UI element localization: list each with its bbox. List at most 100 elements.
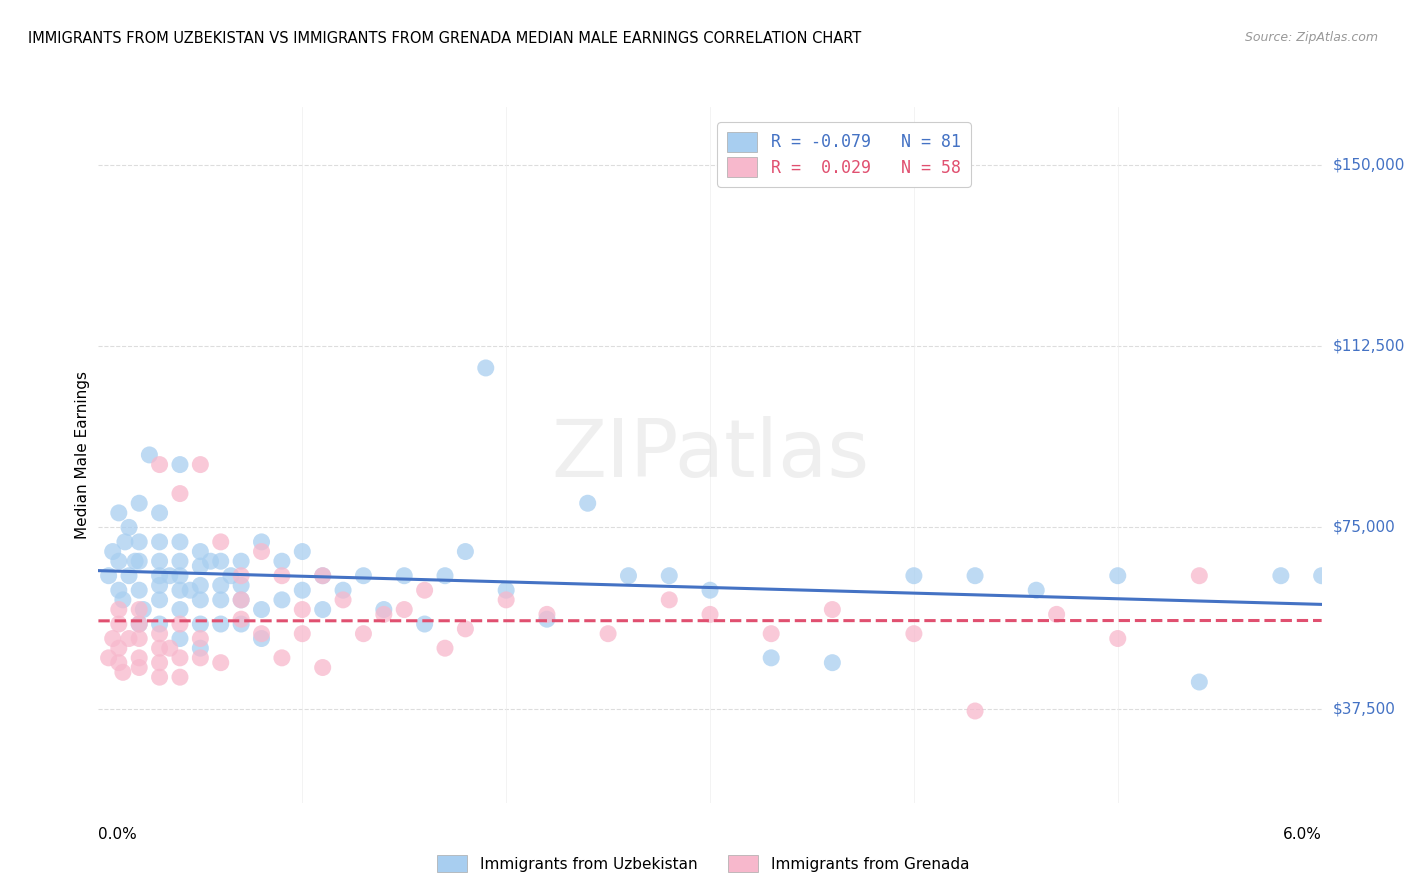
Point	[1045, 607, 1069, 622]
Point	[291, 544, 314, 558]
Point	[392, 568, 416, 582]
Point	[169, 617, 191, 632]
Point	[250, 626, 273, 640]
Point	[209, 578, 232, 592]
Point	[124, 554, 146, 568]
Point	[128, 602, 150, 616]
Point	[188, 632, 212, 646]
Point	[250, 534, 273, 549]
Point	[209, 554, 232, 568]
Point	[108, 656, 131, 670]
Point	[332, 583, 354, 598]
Point	[1310, 568, 1333, 582]
Point	[495, 592, 517, 607]
Point	[963, 704, 986, 718]
Point	[138, 448, 160, 462]
Point	[169, 670, 191, 684]
Point	[413, 583, 436, 598]
Point	[188, 617, 212, 632]
Point	[149, 670, 172, 684]
Point	[352, 568, 374, 582]
Point	[188, 592, 212, 607]
Point	[903, 626, 925, 640]
Point	[169, 554, 191, 568]
Text: $37,500: $37,500	[1333, 701, 1396, 716]
Point	[373, 607, 395, 622]
Point	[128, 534, 150, 549]
Point	[149, 626, 172, 640]
Legend: R = -0.079   N = 81, R =  0.029   N = 58: R = -0.079 N = 81, R = 0.029 N = 58	[717, 122, 970, 186]
Point	[169, 602, 191, 616]
Point	[108, 617, 131, 632]
Point	[149, 534, 172, 549]
Point	[821, 656, 844, 670]
Point	[219, 568, 242, 582]
Point	[1270, 568, 1292, 582]
Point	[903, 568, 925, 582]
Point	[209, 617, 232, 632]
Point	[231, 612, 253, 626]
Point	[111, 592, 134, 607]
Point	[209, 656, 232, 670]
Point	[761, 651, 783, 665]
Point	[209, 534, 232, 549]
Point	[149, 554, 172, 568]
Point	[118, 632, 141, 646]
Point	[311, 568, 335, 582]
Point	[169, 458, 191, 472]
Point	[169, 534, 191, 549]
Point	[352, 626, 374, 640]
Point	[231, 592, 253, 607]
Point	[311, 602, 335, 616]
Point	[169, 486, 191, 500]
Point	[101, 632, 124, 646]
Text: Source: ZipAtlas.com: Source: ZipAtlas.com	[1244, 31, 1378, 45]
Text: 6.0%: 6.0%	[1282, 827, 1322, 841]
Point	[311, 660, 335, 674]
Y-axis label: Median Male Earnings: Median Male Earnings	[75, 371, 90, 539]
Point	[270, 592, 292, 607]
Point	[1025, 583, 1047, 598]
Point	[270, 651, 292, 665]
Point	[108, 602, 131, 616]
Point	[291, 602, 314, 616]
Text: IMMIGRANTS FROM UZBEKISTAN VS IMMIGRANTS FROM GRENADA MEDIAN MALE EARNINGS CORRE: IMMIGRANTS FROM UZBEKISTAN VS IMMIGRANTS…	[28, 31, 862, 46]
Point	[149, 578, 172, 592]
Point	[1188, 568, 1211, 582]
Point	[821, 602, 844, 616]
Point	[250, 632, 273, 646]
Point	[169, 632, 191, 646]
Point	[97, 651, 120, 665]
Point	[188, 458, 212, 472]
Point	[392, 602, 416, 616]
Point	[291, 626, 314, 640]
Point	[433, 641, 456, 656]
Point	[454, 544, 477, 558]
Point	[97, 568, 120, 582]
Point	[149, 592, 172, 607]
Point	[118, 568, 141, 582]
Point	[188, 641, 212, 656]
Point	[128, 651, 150, 665]
Point	[128, 617, 150, 632]
Point	[128, 554, 150, 568]
Point	[149, 506, 172, 520]
Legend: Immigrants from Uzbekistan, Immigrants from Grenada: Immigrants from Uzbekistan, Immigrants f…	[429, 847, 977, 880]
Point	[332, 592, 354, 607]
Point	[118, 520, 141, 534]
Point	[433, 568, 456, 582]
Point	[658, 568, 681, 582]
Point	[108, 554, 131, 568]
Point	[128, 496, 150, 510]
Point	[617, 568, 640, 582]
Point	[169, 583, 191, 598]
Point	[495, 583, 517, 598]
Point	[188, 651, 212, 665]
Point	[658, 592, 681, 607]
Point	[149, 568, 172, 582]
Point	[149, 458, 172, 472]
Point	[128, 632, 150, 646]
Text: 0.0%: 0.0%	[98, 827, 138, 841]
Point	[200, 554, 222, 568]
Point	[114, 534, 136, 549]
